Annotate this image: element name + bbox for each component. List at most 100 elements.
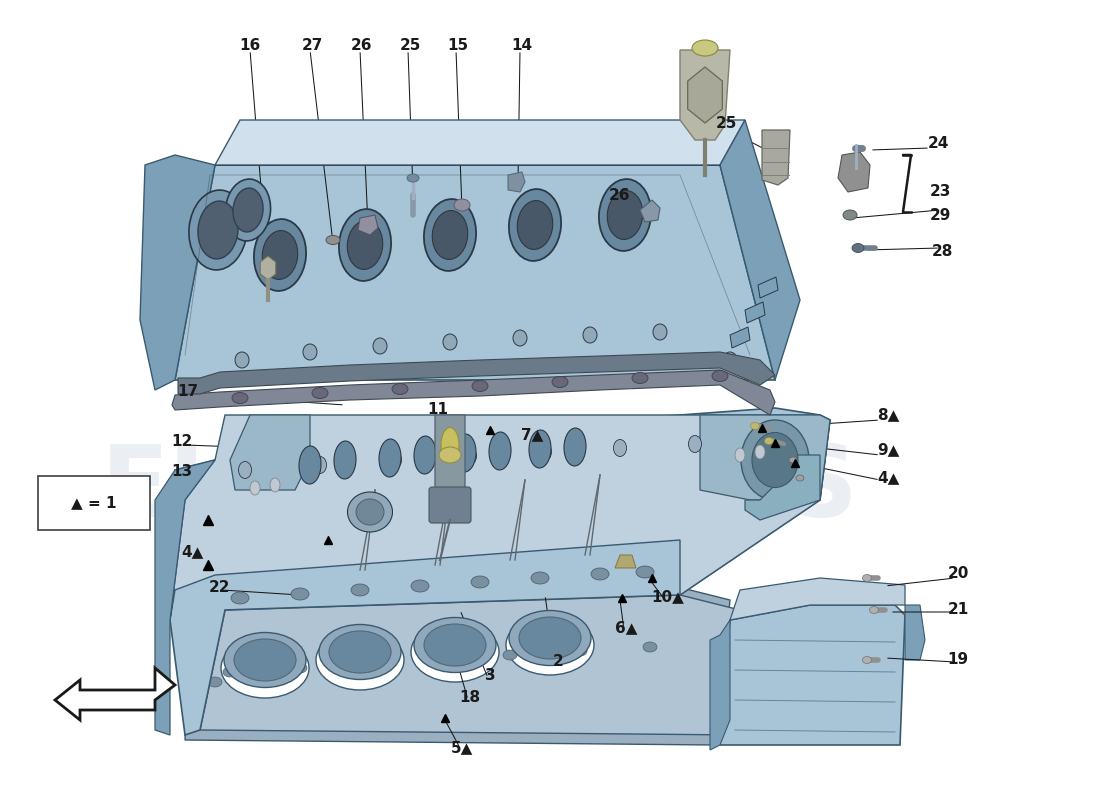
Ellipse shape [233,188,263,232]
Ellipse shape [439,447,461,463]
Ellipse shape [614,439,627,457]
Ellipse shape [653,324,667,340]
FancyBboxPatch shape [39,476,150,530]
Ellipse shape [262,230,298,279]
Text: 11: 11 [428,402,449,418]
Text: 28: 28 [932,245,953,259]
Polygon shape [230,415,310,490]
Ellipse shape [796,475,804,481]
Polygon shape [730,327,750,348]
Ellipse shape [388,451,401,469]
Text: 25: 25 [715,117,737,131]
Ellipse shape [862,574,871,582]
Ellipse shape [234,639,296,681]
Ellipse shape [503,650,517,660]
Text: ▲ = 1: ▲ = 1 [72,495,117,510]
Polygon shape [680,50,730,140]
Ellipse shape [564,428,586,466]
Ellipse shape [490,432,512,470]
Ellipse shape [723,352,737,368]
Ellipse shape [189,190,248,270]
Polygon shape [688,67,723,123]
Ellipse shape [789,457,797,463]
Polygon shape [720,120,800,380]
FancyBboxPatch shape [429,487,471,523]
Polygon shape [358,215,378,235]
Text: 29: 29 [930,207,950,222]
Polygon shape [710,620,730,750]
Polygon shape [155,460,214,735]
Text: a passion for cars since 1985: a passion for cars since 1985 [256,555,703,585]
Ellipse shape [472,381,488,391]
Polygon shape [730,578,905,620]
Ellipse shape [224,633,306,687]
Ellipse shape [591,568,609,580]
Text: 5▲: 5▲ [451,741,473,755]
Polygon shape [140,155,214,390]
Ellipse shape [454,434,476,472]
Ellipse shape [254,219,306,291]
Ellipse shape [312,387,328,398]
Polygon shape [720,605,905,745]
Ellipse shape [407,174,419,182]
Polygon shape [261,256,276,280]
Ellipse shape [432,210,468,259]
Ellipse shape [632,373,648,383]
Ellipse shape [379,439,401,477]
Ellipse shape [607,190,642,239]
Ellipse shape [843,210,857,220]
Polygon shape [214,120,745,165]
Ellipse shape [506,615,594,675]
Polygon shape [508,172,525,192]
Ellipse shape [443,334,456,350]
Ellipse shape [517,201,552,250]
Text: 24: 24 [927,137,948,151]
Ellipse shape [852,243,864,253]
Ellipse shape [636,566,654,578]
Ellipse shape [454,199,470,211]
Ellipse shape [348,221,383,270]
Ellipse shape [754,431,767,449]
Polygon shape [185,580,730,745]
Ellipse shape [221,638,309,698]
Ellipse shape [583,327,597,343]
Text: 10▲: 10▲ [651,590,684,605]
Text: 18: 18 [460,690,481,706]
Polygon shape [640,200,660,222]
Polygon shape [700,415,830,500]
Text: ELICOSPARES: ELICOSPARES [101,442,859,538]
Ellipse shape [869,606,879,614]
Ellipse shape [302,344,317,360]
Ellipse shape [644,642,657,652]
Ellipse shape [223,667,236,677]
Ellipse shape [692,40,718,56]
Text: 26: 26 [351,38,373,53]
Polygon shape [434,415,465,500]
Ellipse shape [509,189,561,261]
Polygon shape [745,455,820,520]
Ellipse shape [411,622,499,682]
Text: 2: 2 [552,654,563,670]
Text: 17: 17 [177,385,199,399]
Ellipse shape [316,630,404,690]
Ellipse shape [232,393,248,403]
Ellipse shape [299,446,321,484]
Ellipse shape [392,383,408,394]
Text: 13: 13 [172,465,192,479]
Ellipse shape [326,235,340,245]
Ellipse shape [755,445,764,459]
Text: 3: 3 [485,669,495,683]
Ellipse shape [552,377,568,387]
Ellipse shape [235,352,249,368]
Ellipse shape [329,631,390,673]
Ellipse shape [231,592,249,604]
Ellipse shape [414,618,496,673]
Ellipse shape [513,330,527,346]
Ellipse shape [363,658,377,668]
Text: 22: 22 [209,581,231,595]
Text: 20: 20 [947,566,969,582]
Ellipse shape [348,492,393,532]
Ellipse shape [373,338,387,354]
Text: 19: 19 [947,653,969,667]
Polygon shape [170,408,830,735]
